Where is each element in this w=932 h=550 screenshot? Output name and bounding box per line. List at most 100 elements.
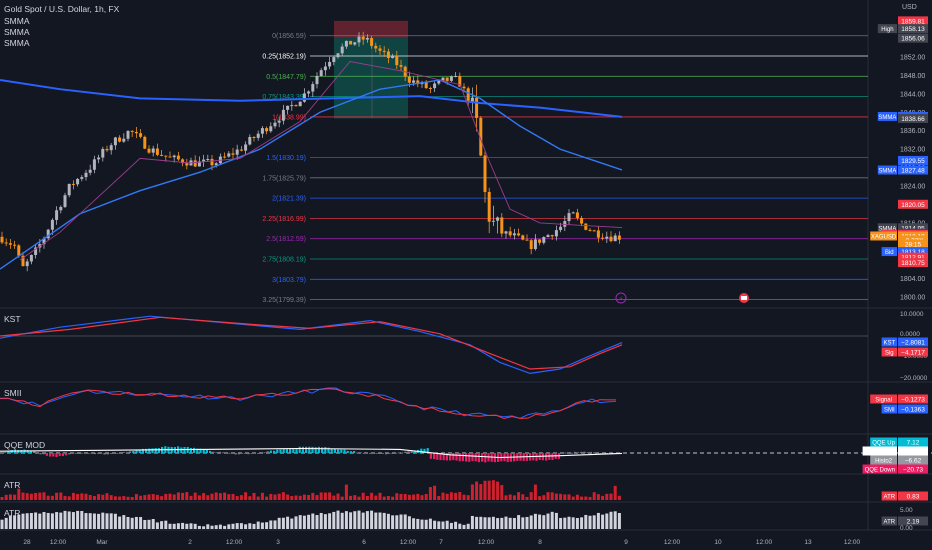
qqe-histogram-bar [484, 453, 487, 463]
atr2-bar [185, 523, 189, 529]
pane-badge [898, 437, 928, 447]
atr2-bar [105, 513, 109, 529]
candle-body [265, 128, 269, 132]
pane-badge [898, 491, 928, 501]
us-flag-icon-stripes [741, 296, 747, 300]
atr2-bar [260, 522, 264, 529]
atr-bar [437, 495, 441, 500]
kst-pane-title[interactable]: KST [4, 314, 21, 324]
price-axis[interactable]: 1852.001848.001844.001840.001836.001832.… [862, 16, 928, 532]
pane-badge-tag [881, 347, 897, 357]
candle-body [323, 66, 327, 71]
qqe-histogram-bar [55, 453, 58, 458]
atr-bar [273, 494, 277, 500]
kst-signal-line [0, 316, 623, 370]
atr2-bar [248, 523, 252, 529]
qqe-histogram-bar [369, 453, 372, 454]
atr2-bar [617, 512, 621, 529]
candle-body [101, 148, 105, 158]
atr1-pane-title[interactable]: ATR [4, 480, 21, 490]
chart-icons[interactable]: ⚡ [615, 292, 749, 304]
fib-level-label: 1(1838.99) [272, 114, 306, 121]
atr-bar [59, 492, 63, 500]
pane-badge-tag-text: QQE Down [865, 468, 895, 474]
qqe-histogram-bar [564, 452, 567, 454]
atr-bar [420, 495, 424, 500]
atr-bar [428, 487, 432, 500]
atr2-bar [239, 523, 243, 529]
atr-bar [412, 494, 416, 500]
fib-level-label: 1.75(1825.79) [262, 175, 306, 182]
price-tick-label: 1800.00 [900, 294, 925, 301]
qqe-pane-title[interactable]: QQE MOD [4, 440, 46, 450]
qqe-histogram-bar [314, 447, 317, 453]
qqe-histogram-bar [279, 449, 282, 453]
price-badge [898, 33, 928, 43]
qqe-histogram-bar [132, 450, 135, 453]
time-axis[interactable]: 28 12:00 Mar 2 12:00 3 6 12:00 7 12:00 8 9 12:00 10 12… [23, 539, 860, 546]
pane-badge [898, 455, 928, 465]
atr2-bar [336, 510, 340, 529]
atr-bar [504, 495, 508, 500]
qqe-histogram-bar [346, 450, 349, 453]
atr-bar [491, 480, 495, 500]
qqe-histogram-bar [71, 453, 74, 454]
atr2-bar [416, 518, 420, 529]
fibonacci-extension[interactable]: 0(1856.59) 0.25(1852.19) 0.5(1847.79) 0.75(… [262, 33, 868, 304]
price-badge-value: 28:15 [905, 242, 922, 249]
atr-bar [8, 494, 12, 500]
atr2-bar [143, 519, 147, 529]
atr2-bar [365, 511, 369, 529]
atr2-bar [491, 516, 495, 529]
pane-badge [898, 404, 928, 414]
fib-level-label: 0.5(1847.79) [266, 74, 306, 81]
pane-badge-tag-text: Histo2 [875, 459, 893, 465]
symbol-title[interactable]: Gold Spot / U.S. Dollar, 1h, FX [4, 4, 120, 14]
candle-body [617, 235, 621, 240]
qqe-histogram-bar [97, 453, 100, 454]
candle-body [25, 261, 29, 267]
pane-badge-tag [870, 455, 897, 465]
atr2-bar [168, 523, 172, 529]
candle-body [21, 255, 25, 267]
qqe-histogram-bar [103, 453, 106, 455]
candle-body [139, 133, 143, 137]
price-badge-value: 1820.05 [901, 202, 925, 209]
qqe-histogram-bar [49, 453, 52, 457]
atr-bar [601, 495, 605, 500]
position-box[interactable] [334, 20, 408, 119]
price-badge-tag [870, 231, 897, 241]
pane-badge-tag [862, 446, 897, 456]
qqe-histogram-bar [145, 448, 148, 453]
price-badge-value: 1812.91 [901, 255, 925, 262]
qqe-histogram-bar [436, 453, 439, 460]
candle-body [197, 161, 201, 167]
time-tick-label: 13 [804, 539, 812, 546]
atr-bar [575, 494, 579, 500]
atr-bar [88, 494, 92, 500]
candle-body [185, 163, 189, 166]
overlay-legend-1[interactable]: SMMA [4, 16, 30, 26]
smii-pane-title[interactable]: SMII [4, 388, 22, 398]
atr2-pane-title[interactable]: ATR [4, 508, 21, 518]
atr2-bar [613, 511, 617, 529]
pane-separators [0, 0, 932, 531]
atr2-bar [470, 515, 474, 529]
price-badge [898, 258, 928, 268]
candle-body [571, 212, 575, 214]
candle-body [0, 236, 4, 243]
candle-body [596, 230, 600, 238]
atr-bar [21, 492, 25, 500]
atr-bar [147, 494, 151, 500]
candle-body [269, 126, 273, 132]
atr2-bar [206, 524, 210, 529]
overlay-legend-2[interactable]: SMMA [4, 27, 30, 37]
atr-bar [374, 495, 378, 500]
overlay-legend-3[interactable]: SMMA [4, 38, 30, 48]
price-badge-tag [877, 111, 897, 121]
qqe-histogram-bar [397, 452, 400, 454]
qqe-histogram-bar [311, 446, 314, 453]
smma-slow-line [0, 78, 623, 118]
qqe-histogram-bar [215, 452, 218, 454]
